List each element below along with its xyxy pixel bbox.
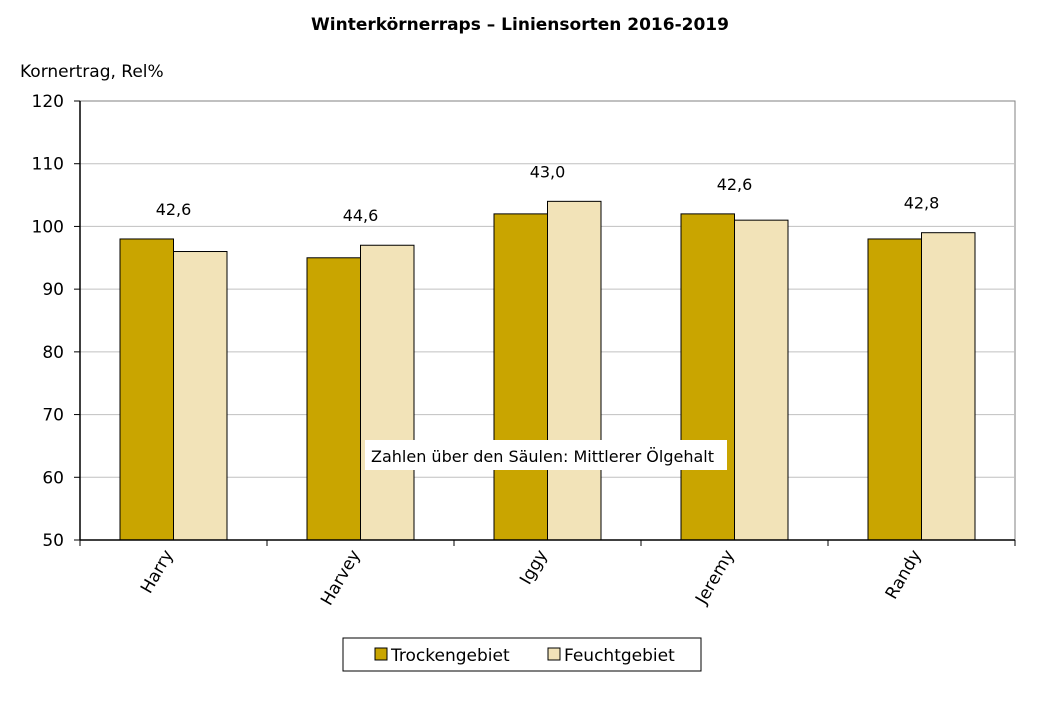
legend-swatch-trockengebiet (374, 647, 388, 661)
y-tick-label: 90 (42, 280, 64, 300)
x-tick-label: Harvey (317, 547, 365, 610)
legend: Trockengebiet Feuchtgebiet (342, 637, 702, 672)
bar-iggy-feuchtgebiet (547, 200, 602, 541)
x-tick-label: Iggy (516, 547, 552, 589)
legend-box (342, 637, 702, 672)
y-tick-label: 70 (42, 406, 64, 426)
legend-label-feuchtgebiet: Feuchtgebiet (564, 646, 675, 666)
data-label: 42,8 (904, 194, 940, 213)
y-tick-label: 60 (42, 468, 64, 488)
y-tick-label: 110 (32, 155, 64, 175)
y-tick-label: 120 (32, 92, 64, 112)
axes (79, 101, 1015, 541)
x-tick-label: Jeremy (691, 547, 738, 609)
y-ticks: 50 60 70 80 90 100 110 120 (32, 92, 80, 551)
y-tick-label: 100 (32, 217, 64, 237)
annotation-group: Zahlen über den Säulen: Mittlerer Ölgeha… (365, 440, 727, 470)
data-label: 42,6 (156, 200, 192, 219)
bar-randy-feuchtgebiet (921, 232, 976, 541)
y-axis-label: Kornertrag, Rel% (20, 62, 164, 82)
annotation-text: Zahlen über den Säulen: Mittlerer Ölgeha… (371, 447, 714, 466)
bars (119, 200, 976, 541)
bar-harry-trockengebiet (119, 238, 174, 541)
legend-label-trockengebiet: Trockengebiet (390, 646, 510, 666)
bar-jeremy-feuchtgebiet (734, 219, 789, 541)
bar-labels: 42,6 44,6 43,0 42,6 42,8 (156, 162, 940, 225)
data-label: 43,0 (530, 162, 566, 181)
bar-iggy-trockengebiet (493, 213, 548, 541)
chart-title: Winterkörnerraps – Liniensorten 2016-201… (311, 15, 729, 35)
annotation-box (365, 440, 727, 470)
bar-harry-feuchtgebiet (173, 251, 228, 541)
bar-jeremy-trockengebiet (680, 213, 735, 541)
x-tick-label: Harry (137, 547, 178, 598)
bar-harvey-trockengebiet (306, 257, 361, 541)
x-ticks: Harry Harvey Iggy Jeremy Randy (79, 540, 1016, 610)
bar-randy-trockengebiet (867, 238, 922, 541)
data-label: 44,6 (343, 206, 379, 225)
data-label: 42,6 (717, 175, 753, 194)
legend-swatch-feuchtgebiet (547, 647, 561, 661)
x-tick-label: Randy (882, 547, 926, 603)
y-tick-label: 80 (42, 343, 64, 363)
y-tick-label: 50 (42, 531, 64, 551)
bar-harvey-feuchtgebiet (360, 244, 415, 541)
